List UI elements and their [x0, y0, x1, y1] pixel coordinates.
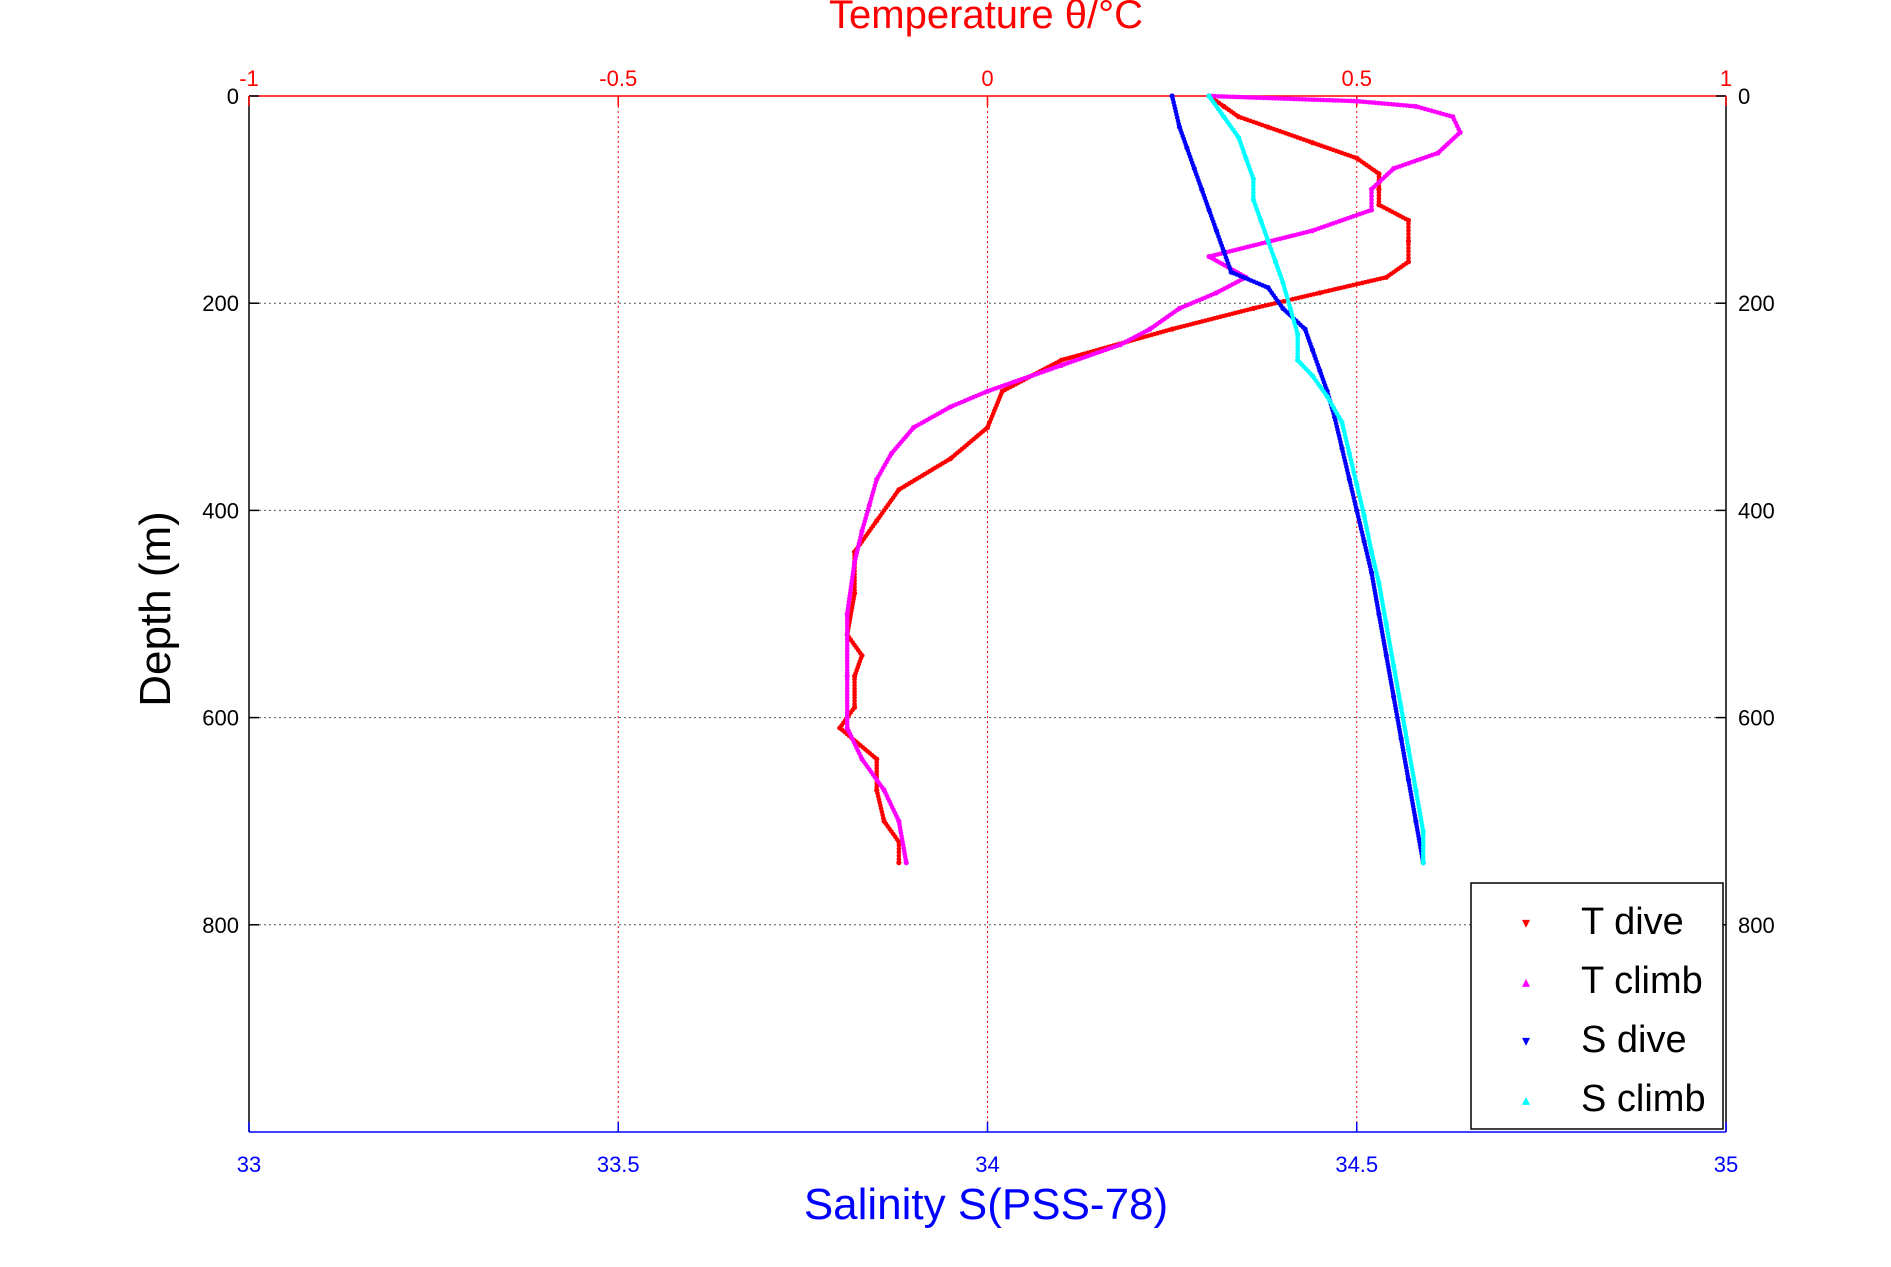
temperature-tick-label: -1: [239, 66, 259, 91]
t-dive-point: [852, 584, 857, 590]
t-dive-point: [1406, 245, 1411, 251]
depth-tick-label-left: 400: [202, 498, 239, 523]
t-dive-point: [1406, 249, 1411, 254]
t-climb-point: [1369, 200, 1374, 206]
legend-label-s-dive: S dive: [1581, 1019, 1687, 1061]
legend-marker-t-climb: ▴: [1522, 974, 1530, 991]
depth-tick-label-right: 200: [1738, 291, 1775, 316]
depth-tick-label-right: 600: [1738, 706, 1775, 731]
legend-label-t-climb: T climb: [1581, 960, 1703, 1002]
depth-axis-label: Depth (m): [131, 511, 180, 707]
t-dive-point: [896, 843, 902, 848]
t-dive-point: [1406, 221, 1411, 227]
t-dive-point: [1406, 242, 1411, 247]
t-climb-point: [1369, 197, 1374, 202]
legend-marker-s-climb: ▴: [1522, 1092, 1530, 1109]
depth-tick-label-left: 800: [202, 913, 239, 938]
salinity-tick-label: 33.5: [597, 1152, 640, 1177]
t-dive-point: [896, 853, 902, 859]
depth-tick-label-right: 0: [1738, 84, 1750, 109]
series-points: [837, 93, 1463, 866]
legend-marker-t-dive: ▾: [1522, 915, 1530, 932]
t-dive-point: [896, 839, 902, 845]
salinity-tick-label: 33: [237, 1152, 261, 1177]
salinity-tick-label: 34.5: [1335, 1152, 1378, 1177]
t-climb-point: [1369, 190, 1374, 195]
s-climb-point: [1295, 351, 1300, 357]
depth-tick-label-left: 0: [227, 84, 239, 109]
s-climb-point: [1295, 331, 1301, 337]
legend-label-s-climb: S climb: [1581, 1078, 1706, 1120]
s-climb-point: [1295, 344, 1300, 350]
t-climb-point: [1368, 186, 1375, 192]
temperature-tick-label: 1: [1720, 66, 1732, 91]
legend-box: [1470, 882, 1724, 1130]
t-dive-point: [896, 860, 902, 866]
depth-tick-label-right: 400: [1738, 498, 1775, 523]
t-climb-point: [1369, 193, 1374, 199]
legend: ▾ T dive ▴ T climb ▾ S dive ▴ S climb: [1470, 882, 1724, 1130]
t-dive-point: [1405, 238, 1412, 244]
s-climb-point: [1295, 335, 1300, 340]
temperature-tick-label: 0: [981, 66, 993, 91]
s-climb-point: [1251, 180, 1256, 185]
depth-tick-label-right: 800: [1738, 913, 1775, 938]
temperature-tick-label: -0.5: [599, 66, 637, 91]
legend-label-t-dive: T dive: [1581, 901, 1684, 943]
t-dive-point: [896, 846, 902, 852]
t-dive-point: [1406, 224, 1411, 230]
s-climb-point: [1295, 341, 1300, 347]
s-climb-point: [1251, 190, 1256, 195]
t-climb-point: [903, 860, 909, 866]
s-climb-point: [1251, 186, 1256, 192]
s-climb-point: [1420, 860, 1426, 866]
s-climb-point: [1251, 183, 1256, 189]
temperature-tick-label: 0.5: [1341, 66, 1372, 91]
t-dive-point: [1406, 228, 1411, 233]
axis-ticks: 0 0 200 200 400 400 600 600 800 800 -1 -0.5 0 0.5 1 33 3…: [202, 66, 1774, 1177]
t-dive-point: [1405, 217, 1412, 223]
chart-title: Temperature θ/°C: [829, 0, 1143, 37]
salinity-tick-label: 34: [975, 1152, 999, 1177]
legend-marker-s-dive: ▾: [1522, 1033, 1530, 1050]
salinity-tick-label: 35: [1714, 1152, 1738, 1177]
t-dive-point: [1406, 231, 1411, 237]
t-dive-point: [1406, 252, 1411, 258]
s-climb-point: [1250, 176, 1256, 182]
depth-tick-label-left: 600: [202, 706, 239, 731]
salinity-axis-label: Salinity S(PSS-78): [804, 1180, 1168, 1229]
depth-tick-label-left: 200: [202, 291, 239, 316]
s-climb-point: [1295, 348, 1300, 353]
t-dive-point: [896, 849, 902, 855]
s-climb-point: [1295, 338, 1300, 344]
